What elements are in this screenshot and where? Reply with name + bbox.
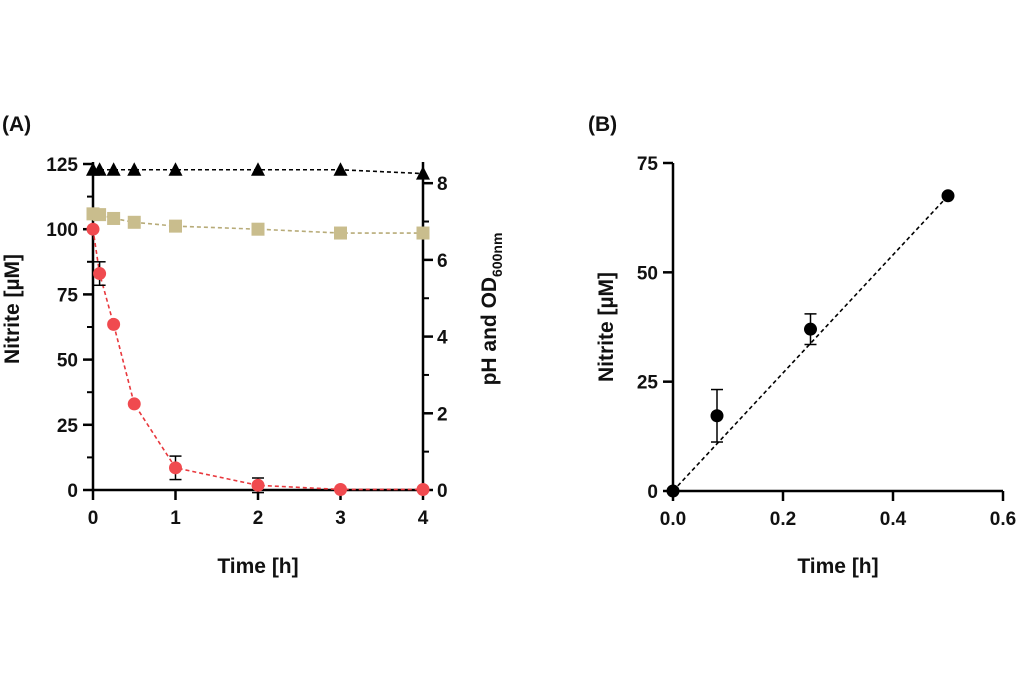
series-od600nm-point [93, 208, 107, 222]
panel-a-y2-axis-title-sub: 600nm [489, 233, 505, 277]
panel-b-x-tick-label: 0.2 [770, 509, 796, 530]
panel-a-y-tick-label: 100 [46, 220, 78, 241]
panel-b-point [804, 322, 817, 336]
series-nitrite-point [251, 478, 265, 492]
series-od600nm-point [251, 222, 265, 236]
panel-a-x-axis-title: Time [h] [217, 555, 298, 578]
panel-b-x-tick-label: 0.0 [660, 509, 686, 530]
panel-a-x-tick-label: 1 [170, 508, 181, 529]
panel-a-series [86, 162, 430, 496]
panel-a-x-tick-label: 4 [418, 508, 429, 529]
series-nitrite-point [86, 222, 100, 236]
panel-a-y-tick-label: 25 [57, 416, 79, 437]
series-od600nm-point [127, 215, 141, 229]
series-nitrite-point [127, 397, 141, 411]
series-ph [86, 162, 430, 180]
series-ph-point [92, 162, 107, 176]
panel-a-y-tick-label: 50 [57, 351, 78, 372]
series-nitrite-point [416, 482, 430, 496]
panel-a-y-tick-label: 0 [67, 481, 78, 502]
series-ph-point [106, 162, 121, 176]
series-nitrite-line [92, 229, 423, 491]
series-ph-point [168, 162, 183, 176]
panel-a-y2-tick-label: 8 [437, 174, 448, 195]
panel-b-point [941, 189, 955, 203]
panel-b-x-tick-label: 0.6 [990, 509, 1016, 530]
series-nitrite-point [93, 267, 107, 281]
panel-b-label: (B) [588, 113, 617, 136]
panel-a-y-tick-label: 75 [57, 285, 79, 306]
panel-b-point [666, 484, 680, 498]
series-od600nm-point [169, 219, 182, 233]
series-od600nm [86, 207, 430, 240]
series-nitrite-point [107, 317, 121, 331]
series-od600nm-point [107, 211, 121, 225]
panel-b-y-tick-label: 75 [637, 154, 659, 175]
panel-b-series [666, 189, 955, 498]
panel-a-y2-axis-title-main: pH and OD [478, 277, 501, 386]
panel-a-y2-tick-label: 4 [437, 328, 448, 349]
series-ph-point [416, 166, 430, 180]
panel-a-y2-tick-label: 2 [437, 404, 448, 425]
panel-b-y-tick-label: 25 [637, 373, 659, 394]
panel-b: (B) 0 25 50 75 0.0 0.2 0.4 0.6 Time [h] Nitrite… [588, 113, 1016, 578]
panel-a-x-tick-label: 2 [253, 508, 264, 529]
panel-a-x-tick-label: 0 [88, 508, 99, 529]
panel-b-y-tick-label: 0 [647, 482, 658, 503]
panel-a-y2-tick-label: 0 [437, 481, 448, 502]
panel-b-x-tick-label: 0.4 [880, 509, 907, 530]
series-od600nm-point [416, 226, 430, 240]
panel-b-point [710, 409, 724, 423]
series-nitrite-point [334, 482, 347, 496]
panel-b-y-tick-label: 50 [637, 263, 658, 284]
panel-a-label: (A) [2, 113, 31, 136]
panel-a: (A) 0 25 50 75 100 125 0 2 4 6 8 0 1 2 3 4 Time [h] Nit… [1, 113, 505, 578]
series-ph-point [127, 162, 142, 176]
panel-b-series-nitrite [666, 189, 955, 498]
panel-b-fit-line [672, 195, 949, 492]
panel-b-axes: 0 25 50 75 0.0 0.2 0.4 0.6 [637, 154, 1016, 530]
panel-b-y-axis-title: Nitrite [µM] [595, 272, 618, 382]
panel-a-y2-tick-label: 6 [437, 251, 448, 272]
series-ph-point [333, 162, 348, 176]
series-nitrite-point [169, 461, 182, 475]
panel-a-axes: 0 25 50 75 100 125 0 2 4 6 8 0 1 2 3 4 [46, 155, 448, 529]
series-od600nm-point [334, 226, 347, 240]
panel-a-y-axis-title: Nitrite [µM] [1, 254, 24, 364]
series-ph-point [251, 162, 265, 176]
panel-a-y-tick-label: 125 [46, 155, 78, 176]
series-nitrite [86, 222, 430, 496]
panel-a-y2-axis-title: pH and OD600nm [478, 233, 505, 386]
panel-b-x-axis-title: Time [h] [797, 555, 878, 578]
panel-a-x-tick-label: 3 [335, 508, 346, 529]
